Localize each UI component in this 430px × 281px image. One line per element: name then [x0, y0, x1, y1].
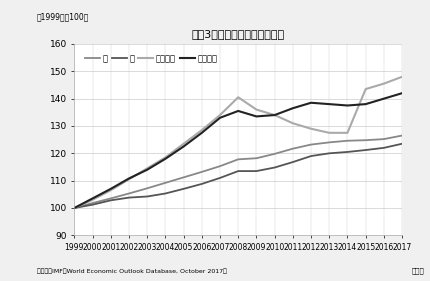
独 — [144, 195, 150, 198]
独 — [163, 192, 168, 195]
Line: ギリシャ: ギリシャ — [74, 77, 401, 208]
スペイン — [144, 168, 150, 171]
ギリシャ — [199, 128, 204, 132]
独 — [308, 154, 313, 158]
スペイン — [289, 106, 295, 110]
独 — [199, 182, 204, 186]
仸 — [199, 170, 204, 174]
Text: （1999年＝100）: （1999年＝100） — [37, 13, 89, 22]
仸 — [253, 157, 258, 160]
スペイン — [235, 109, 240, 113]
ギリシャ — [271, 113, 276, 117]
仸 — [308, 143, 313, 146]
独 — [271, 166, 276, 169]
独 — [253, 169, 258, 173]
ギリシャ — [362, 87, 367, 91]
Legend: 仸, 独, ギリシャ, スペイン: 仸, 独, ギリシャ, スペイン — [85, 54, 217, 63]
スペイン — [362, 103, 367, 106]
ギリシャ — [381, 82, 386, 85]
スペイン — [72, 206, 77, 210]
ギリシャ — [126, 178, 131, 181]
仸 — [144, 187, 150, 190]
スペイン — [326, 103, 331, 106]
スペイン — [217, 116, 222, 119]
独 — [181, 187, 186, 191]
スペイン — [308, 101, 313, 105]
スペイン — [108, 187, 113, 191]
独 — [72, 206, 77, 210]
仸 — [271, 152, 276, 156]
スペイン — [399, 92, 404, 95]
スペイン — [181, 145, 186, 148]
ギリシャ — [235, 96, 240, 99]
仸 — [217, 164, 222, 168]
独 — [90, 203, 95, 206]
仸 — [108, 197, 113, 200]
スペイン — [381, 97, 386, 100]
独 — [217, 176, 222, 180]
仸 — [181, 176, 186, 179]
独 — [362, 148, 367, 152]
ギリシャ — [163, 156, 168, 159]
仸 — [72, 206, 77, 210]
ギリシャ — [308, 127, 313, 130]
仸 — [90, 201, 95, 205]
仸 — [362, 139, 367, 142]
独 — [399, 142, 404, 146]
ギリシャ — [108, 189, 113, 192]
ギリシャ — [217, 113, 222, 117]
ギリシャ — [144, 167, 150, 170]
スペイン — [126, 177, 131, 180]
Text: （資料）IMF『World Economic Outlook Database, October 2017』: （資料）IMF『World Economic Outlook Database,… — [37, 268, 226, 274]
Text: （年）: （年） — [411, 267, 424, 274]
仸 — [289, 147, 295, 150]
ギリシャ — [289, 122, 295, 125]
Line: 独: 独 — [74, 144, 401, 208]
独 — [344, 150, 349, 154]
独 — [126, 196, 131, 199]
ギリシャ — [344, 131, 349, 135]
仸 — [381, 137, 386, 141]
スペイン — [253, 115, 258, 118]
スペイン — [344, 104, 349, 107]
ギリシャ — [90, 198, 95, 201]
スペイン — [271, 113, 276, 117]
独 — [235, 169, 240, 173]
Line: 仸: 仸 — [74, 135, 401, 208]
独 — [108, 199, 113, 202]
独 — [326, 152, 331, 155]
スペイン — [90, 197, 95, 200]
ギリシャ — [72, 206, 77, 210]
独 — [381, 146, 386, 149]
スペイン — [163, 157, 168, 160]
独 — [289, 160, 295, 164]
仸 — [326, 141, 331, 144]
仸 — [126, 192, 131, 195]
仸 — [235, 158, 240, 161]
仸 — [163, 181, 168, 185]
ギリシャ — [326, 131, 331, 135]
Title: 図衐3　ユーロ圈内の物価格差: 図衐3 ユーロ圈内の物価格差 — [191, 29, 284, 39]
Line: スペイン: スペイン — [74, 93, 401, 208]
ギリシャ — [181, 142, 186, 146]
ギリシャ — [253, 108, 258, 111]
仸 — [344, 139, 349, 142]
スペイン — [199, 131, 204, 135]
ギリシャ — [399, 75, 404, 78]
仸 — [399, 134, 404, 137]
